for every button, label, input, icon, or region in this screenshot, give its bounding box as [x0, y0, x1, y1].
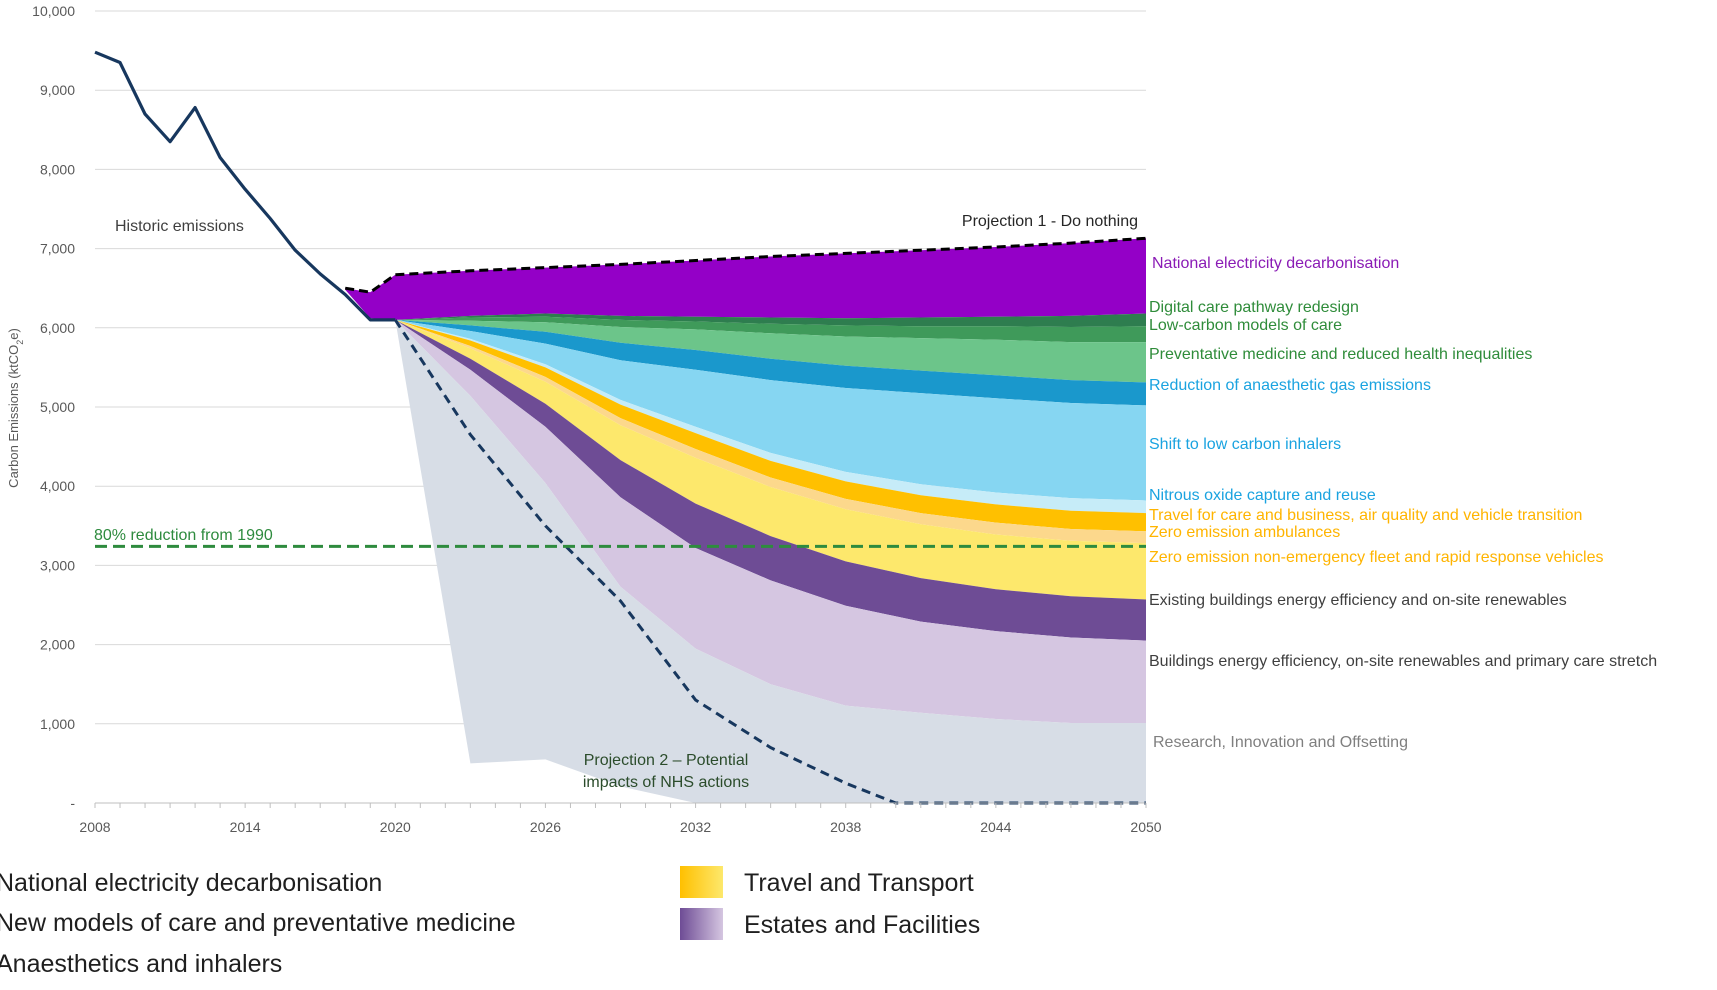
- projection-nhs-actions-line: [394, 319, 1146, 805]
- series-label: Digital care pathway redesign: [1149, 299, 1359, 316]
- area-travel-for-care-and-business-air-quality-and-vehicle-transition: [395, 319, 1146, 532]
- series-label: Zero emission ambulances: [1149, 524, 1340, 541]
- x-tick-label: 2032: [680, 819, 711, 835]
- series-label: Shift to low carbon inhalers: [1149, 436, 1341, 453]
- x-tick-label: 2008: [79, 819, 110, 835]
- historic-emissions-line: [94, 50, 396, 322]
- legend-label: Estates and Facilities: [744, 911, 980, 939]
- area-nitrous-oxide-capture-and-reuse: [395, 319, 1146, 514]
- area-reduction-of-anaesthetic-gas-emissions: [395, 319, 1146, 406]
- projection-nhs-actions-label-line2: impacts of NHS actions: [583, 774, 749, 791]
- y-tick-label: 6,000: [40, 320, 75, 336]
- y-tick-label: 5,000: [40, 399, 75, 415]
- y-tick-label: 4,000: [40, 478, 75, 494]
- y-tick-label: 3,000: [40, 557, 75, 573]
- y-tick-label: 7,000: [40, 241, 75, 257]
- annotations: Historic emissions Projection 1 - Do noth…: [94, 213, 1138, 791]
- series-label: Zero emission non-emergency fleet and ra…: [1149, 549, 1603, 566]
- y-tick-label: 2,000: [40, 637, 75, 653]
- area-digital-care-pathway-redesign: [395, 313, 1146, 327]
- legend-label: Anaesthetics and inhalers: [0, 950, 282, 978]
- stacked-areas: [345, 238, 1146, 803]
- x-tick-label: 2050: [1130, 819, 1161, 835]
- legend-label: New models of care and preventative medi…: [0, 909, 516, 937]
- x-tick-label: 2020: [380, 819, 411, 835]
- area-zero-emission-non-emergency-fleet-and-rapid-response-vehicles: [395, 319, 1146, 600]
- y-tick-label: 10,000: [32, 3, 75, 19]
- area-low-carbon-models-of-care: [395, 316, 1146, 343]
- x-tick-label: 2014: [230, 819, 261, 835]
- area-buildings-energy-efficiency-on-site-renewables-and-primary-care-stretch: [395, 319, 1146, 723]
- y-tick-label: 9,000: [40, 82, 75, 98]
- legend-swatch: [680, 866, 723, 898]
- series-label: Nitrous oxide capture and reuse: [1149, 487, 1376, 504]
- projection-do-nothing-line: [344, 236, 1147, 294]
- y-axis-label: Carbon Emissions (ktCO2e): [6, 328, 25, 488]
- reference-line-label: 80% reduction from 1990: [94, 527, 273, 544]
- series-label: Preventative medicine and reduced health…: [1149, 346, 1532, 363]
- axes: - 1,000 2,000 3,000 4,000 5,000 6,000 7,000 8,00…: [6, 3, 1162, 835]
- legend-label: National electricity decarbonisation: [0, 869, 382, 897]
- series-label: Existing buildings energy efficiency and…: [1149, 592, 1567, 609]
- area-national-electricity-decarbonisation: [345, 238, 1146, 320]
- series-label: Reduction of anaesthetic gas emissions: [1149, 377, 1431, 394]
- x-tick-label: 2044: [980, 819, 1011, 835]
- historic-emissions-label: Historic emissions: [115, 218, 244, 235]
- y-tick-label: 1,000: [40, 716, 75, 732]
- y-tick-label: 8,000: [40, 161, 75, 177]
- area-existing-buildings-energy-efficiency-and-on-site-renewables: [395, 319, 1146, 641]
- lines: [94, 50, 1147, 805]
- x-tick-label: 2026: [530, 819, 561, 835]
- series-label: Travel for care and business, air qualit…: [1149, 507, 1582, 524]
- series-label: Low-carbon models of care: [1149, 317, 1342, 334]
- legend-swatch: [680, 908, 723, 940]
- y-tick-label: -: [70, 795, 75, 811]
- projection-nhs-actions-label-line1: Projection 2 – Potential: [584, 752, 749, 769]
- projection-do-nothing-label: Projection 1 - Do nothing: [962, 213, 1138, 230]
- series-label: National electricity decarbonisation: [1152, 255, 1399, 272]
- area-research-innovation-and-offsetting: [395, 319, 1146, 803]
- series-label: Buildings energy efficiency, on-site ren…: [1149, 653, 1657, 670]
- legend: National electricity decarbonisation New …: [0, 866, 980, 978]
- x-tick-label: 2038: [830, 819, 861, 835]
- area-preventative-medicine-and-reduced-health-inequalities: [395, 319, 1146, 383]
- series-label: Research, Innovation and Offsetting: [1153, 734, 1408, 751]
- legend-label: Travel and Transport: [744, 869, 974, 897]
- series-labels: National electricity decarbonisation Digi…: [1149, 255, 1657, 751]
- area-shift-to-low-carbon-inhalers: [395, 319, 1146, 501]
